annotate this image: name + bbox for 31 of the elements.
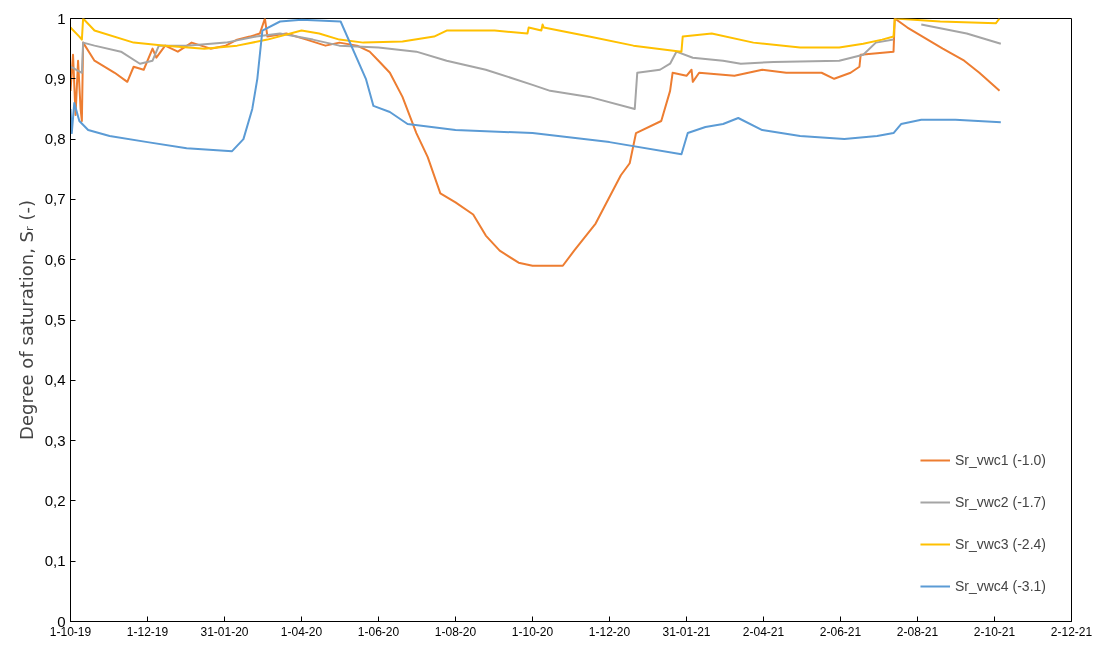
legend-label: Sr_vwc1 (-1.0) [954, 452, 1046, 468]
x-tick-label: 2-12-21 [1050, 624, 1093, 639]
y-axis-title: Degree of saturation, Sᵣ (-) [15, 200, 37, 440]
x-tick-label: 1-08-20 [434, 624, 477, 639]
x-tick-label: 1-10-20 [511, 624, 554, 639]
line-series [70, 18, 1001, 53]
y-tick-label: 0,9 [44, 69, 66, 87]
legend-label: Sr_vwc2 (-1.7) [954, 494, 1046, 510]
line-series [70, 18, 1002, 156]
line-series [70, 18, 1001, 267]
y-tick-label: 0,1 [44, 552, 66, 570]
y-tick-label: 0,3 [44, 431, 66, 449]
x-tick-label: 2-04-21 [742, 624, 785, 639]
y-tick-label: 0,4 [44, 371, 66, 389]
x-tick-label: 2-10-21 [973, 624, 1016, 639]
legend-label: Sr_vwc4 (-3.1) [954, 578, 1046, 594]
x-tick-label: 1-06-20 [357, 624, 400, 639]
x-tick-label: 31-01-21 [662, 624, 711, 639]
y-tick-label: 0,6 [44, 250, 66, 268]
y-tick-label: 0,2 [44, 491, 66, 509]
x-tick-label: 2-08-21 [896, 624, 939, 639]
x-tick-label: 1-12-20 [588, 624, 631, 639]
y-tick-label: 1 [57, 9, 66, 27]
x-tick-label: 2-06-21 [819, 624, 862, 639]
x-tick-label: 31-01-20 [200, 624, 249, 639]
y-tick-label: 0,8 [44, 130, 66, 148]
x-tick-label: 1-12-19 [126, 624, 169, 639]
y-tick-label: 0,7 [44, 190, 66, 208]
x-tick-label: 1-04-20 [280, 624, 323, 639]
legend-label: Sr_vwc3 (-2.4) [954, 536, 1046, 552]
y-tick-label: 0,5 [44, 311, 66, 328]
